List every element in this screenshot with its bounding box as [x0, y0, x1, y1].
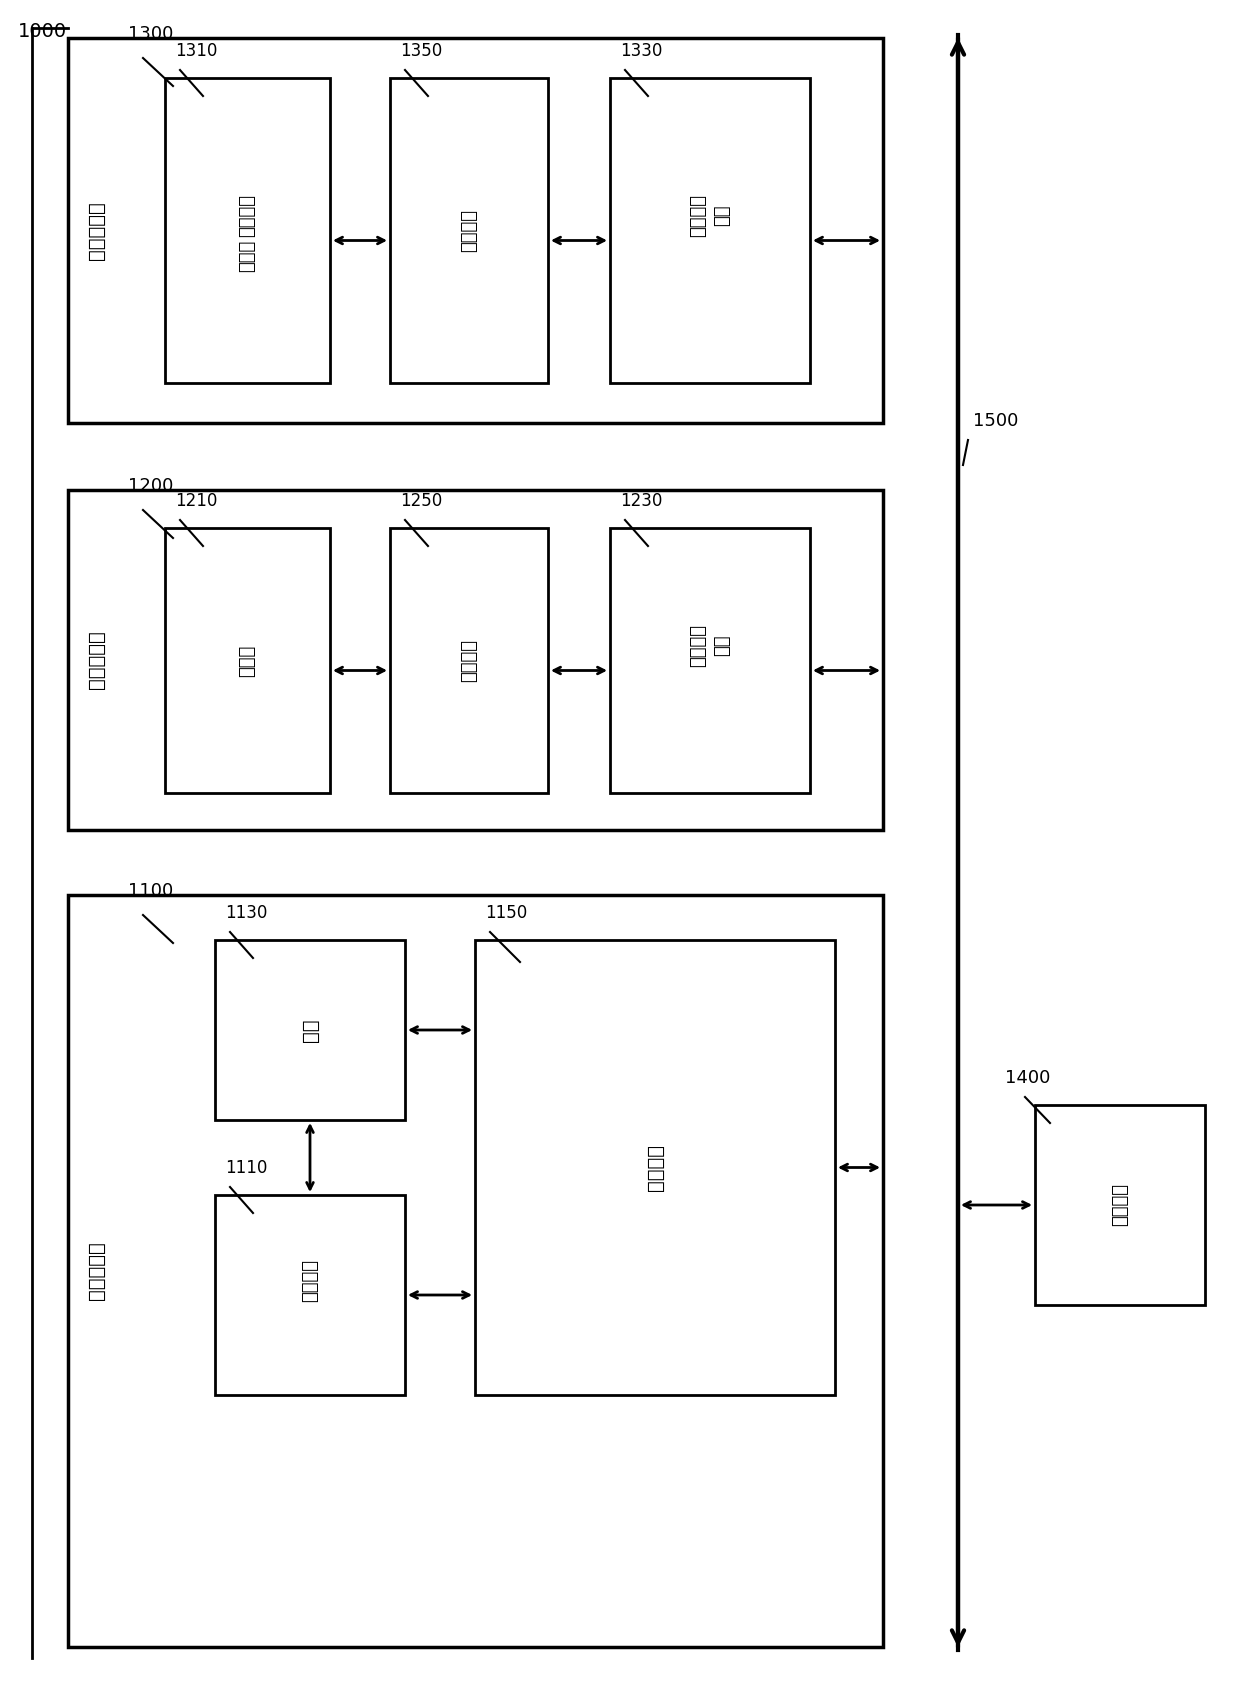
- Text: 1400: 1400: [1004, 1070, 1050, 1086]
- Bar: [68, 896, 883, 1647]
- Text: 缓存: 缓存: [300, 1019, 320, 1043]
- Text: 1330: 1330: [620, 42, 662, 61]
- Text: 1210: 1210: [175, 493, 217, 509]
- Text: 1500: 1500: [973, 412, 1018, 430]
- Bar: [215, 940, 405, 1120]
- Text: 处理器核: 处理器核: [301, 1259, 319, 1301]
- Text: 用户接口: 用户接口: [1111, 1184, 1128, 1226]
- Text: 1130: 1130: [224, 904, 268, 923]
- Text: 1230: 1230: [620, 493, 662, 509]
- Bar: [1035, 1105, 1205, 1306]
- Text: 加密电路: 加密电路: [646, 1144, 665, 1191]
- Bar: [391, 78, 548, 383]
- Bar: [391, 528, 548, 793]
- Text: 1300: 1300: [128, 25, 174, 42]
- Bar: [68, 489, 883, 830]
- Text: 1110: 1110: [224, 1159, 268, 1178]
- Text: 处理器设备: 处理器设备: [87, 1242, 105, 1301]
- Text: 加密电路: 加密电路: [460, 209, 477, 251]
- Text: 存储器控: 存储器控: [689, 624, 707, 666]
- Text: 1310: 1310: [175, 42, 217, 61]
- Bar: [610, 78, 810, 383]
- Text: 制器: 制器: [713, 204, 732, 226]
- Bar: [165, 78, 330, 383]
- Text: 储藏存储器: 储藏存储器: [87, 201, 105, 260]
- Bar: [610, 528, 810, 793]
- Text: 1350: 1350: [401, 42, 443, 61]
- Text: 1150: 1150: [485, 904, 527, 923]
- Text: 加密电路: 加密电路: [460, 639, 477, 682]
- Text: 1250: 1250: [401, 493, 443, 509]
- Text: 存储器: 存储器: [238, 240, 257, 272]
- Text: 1100: 1100: [128, 882, 174, 899]
- Text: 制器: 制器: [713, 634, 732, 656]
- Bar: [475, 940, 835, 1395]
- Text: 1000: 1000: [19, 22, 67, 40]
- Text: 存储器控: 存储器控: [689, 194, 707, 236]
- Bar: [68, 39, 883, 423]
- Bar: [215, 1194, 405, 1395]
- Bar: [165, 528, 330, 793]
- Text: 非易失性: 非易失性: [238, 194, 257, 236]
- Text: 存储器: 存储器: [238, 644, 257, 676]
- Text: 工作存储器: 工作存储器: [87, 631, 105, 690]
- Text: 1200: 1200: [128, 477, 174, 494]
